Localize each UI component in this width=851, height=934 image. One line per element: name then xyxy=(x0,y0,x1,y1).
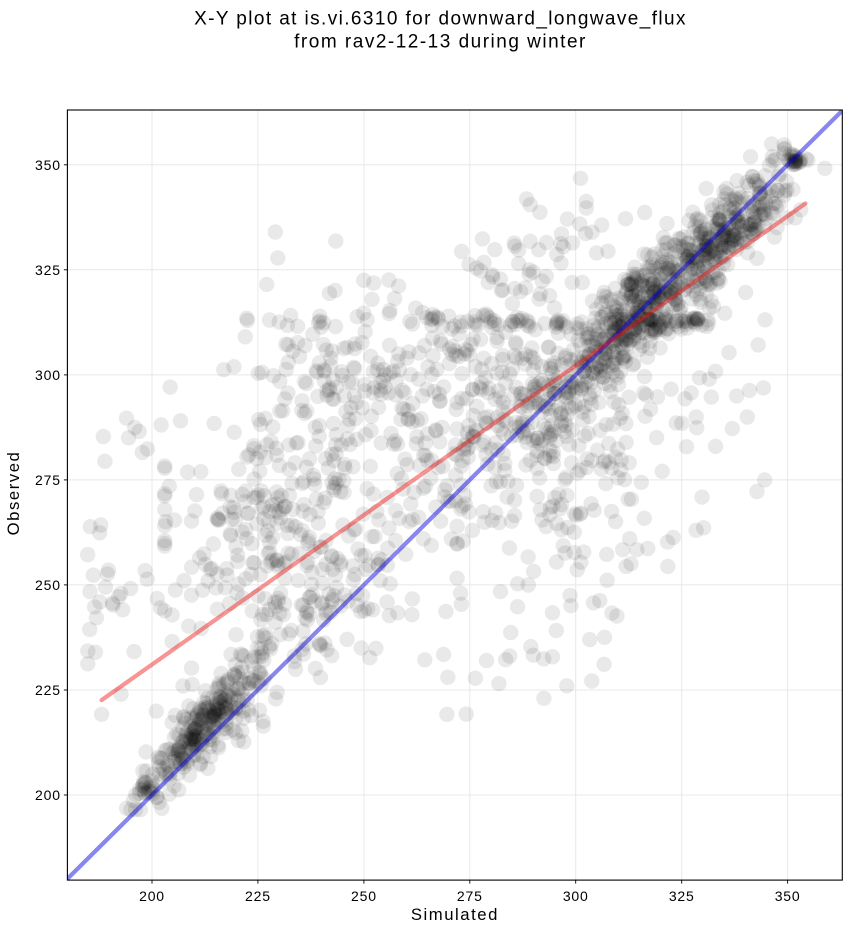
svg-text:225: 225 xyxy=(245,888,271,904)
svg-text:300: 300 xyxy=(35,367,61,383)
svg-text:275: 275 xyxy=(457,888,483,904)
svg-text:350: 350 xyxy=(35,157,61,173)
svg-text:325: 325 xyxy=(35,262,61,278)
svg-text:250: 250 xyxy=(351,888,377,904)
svg-text:225: 225 xyxy=(35,682,61,698)
svg-text:350: 350 xyxy=(775,888,801,904)
svg-text:300: 300 xyxy=(563,888,589,904)
svg-text:X-Y plot at is.vi.6310 for dow: X-Y plot at is.vi.6310 for downward_long… xyxy=(194,9,687,30)
svg-text:Simulated: Simulated xyxy=(411,905,499,924)
svg-text:200: 200 xyxy=(139,888,165,904)
svg-text:325: 325 xyxy=(669,888,695,904)
svg-text:250: 250 xyxy=(35,577,61,593)
svg-text:Observed: Observed xyxy=(4,451,23,536)
svg-text:from rav2-12-13 during winter: from rav2-12-13 during winter xyxy=(294,32,587,53)
svg-text:200: 200 xyxy=(35,787,61,803)
svg-text:275: 275 xyxy=(35,472,61,488)
